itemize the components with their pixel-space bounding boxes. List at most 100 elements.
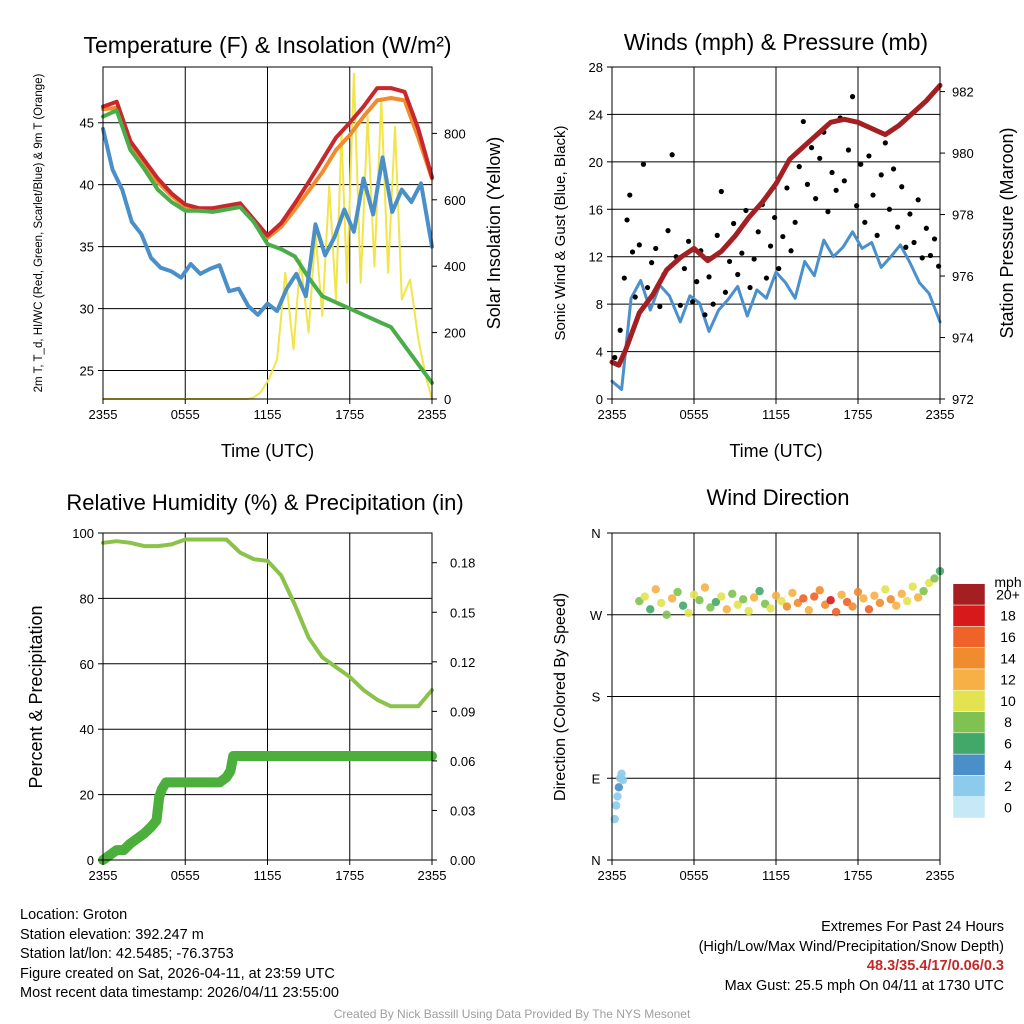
rh-ytick-right-label: 0.03 — [450, 803, 475, 818]
rh-xtick-label: 0555 — [171, 868, 200, 883]
colorbar-swatch — [952, 775, 986, 797]
temp-ytick-right-label: 800 — [444, 126, 466, 141]
wind-xtick-label: 2355 — [598, 407, 627, 422]
temp-series-insolation — [102, 72, 433, 400]
temp-series-dewpoint-t-d — [101, 108, 434, 385]
dir-point — [667, 594, 677, 603]
wind-xlabel: Time (UTC) — [729, 441, 822, 461]
temp-xtick-label: 2355 — [418, 407, 447, 422]
wind-gust-point — [653, 245, 659, 252]
wind-gust-point — [825, 209, 831, 215]
dir-point — [717, 592, 726, 601]
wind-gust-point — [890, 166, 897, 172]
dir-point — [810, 592, 819, 601]
wind-gust-point — [776, 265, 782, 272]
credit-line: Created By Nick Bassill Using Data Provi… — [333, 1007, 691, 1021]
dir-point — [700, 583, 710, 592]
dir-point — [695, 596, 704, 605]
wind-gust-point — [899, 184, 905, 190]
rh-ytick-right-label: 0.18 — [450, 556, 475, 571]
wind-gust-point — [808, 145, 815, 151]
dir-point — [706, 603, 715, 612]
rh-xtick-label: 2355 — [418, 868, 447, 883]
dir-ytick-label: N — [591, 853, 600, 868]
rh-ytick-right-label: 0.09 — [450, 704, 475, 719]
wind-series-sonic — [610, 230, 942, 391]
wind-gust-point — [677, 302, 683, 308]
dir-point — [777, 596, 786, 606]
wind-gust-point — [702, 312, 708, 318]
colorbar-swatch — [952, 689, 986, 712]
wind-gust-point — [726, 258, 733, 265]
temp-ytick-label: 40 — [80, 178, 94, 193]
wind-gust-point — [731, 220, 737, 227]
wind-gust-point — [632, 294, 638, 300]
rh-series-humidity — [101, 537, 434, 709]
wind-ytick-right-label: 972 — [952, 392, 974, 407]
station-location: Location: Groton — [20, 907, 128, 923]
wind-ylabel-left: Sonic Wind & Gust (Blue, Black) — [552, 125, 569, 340]
colorbar-swatch — [952, 626, 986, 648]
dir-ytick-label: E — [592, 771, 601, 786]
rh-xtick-label: 1155 — [254, 868, 282, 883]
colorbar-label: 20+ — [996, 586, 1020, 602]
rh-ytick-right-label: 0.00 — [450, 853, 475, 868]
dir-point — [651, 585, 660, 594]
dir-point — [782, 602, 792, 611]
dir-point — [913, 593, 923, 602]
dir-point — [673, 587, 682, 597]
dir-point — [897, 589, 906, 599]
wind-gust-point — [915, 197, 921, 203]
colorbar-label: 8 — [1004, 714, 1012, 730]
dir-ytick-label: W — [590, 608, 603, 623]
dir-point — [848, 602, 857, 611]
dir-point — [831, 607, 841, 617]
temp-xtick-label: 1155 — [254, 407, 282, 422]
wind-gust-point — [649, 260, 655, 266]
wind-gust-point — [923, 225, 929, 231]
colorbar-title: mph — [994, 574, 1021, 590]
wind-gust-point — [624, 217, 630, 223]
wind-ytick-right-label: 978 — [952, 208, 974, 223]
dir-point-early — [613, 792, 622, 801]
colorbar-swatch — [952, 732, 986, 755]
wind-gust-point — [813, 196, 819, 202]
temp-xtick-label: 2355 — [89, 407, 118, 422]
wind-gust-point — [849, 94, 856, 100]
wind-gust-point — [886, 206, 893, 212]
wind-ytick-label: 8 — [596, 297, 603, 312]
dir-point — [749, 593, 759, 602]
colorbar-label: 2 — [1004, 778, 1012, 794]
wind-gust-point — [829, 169, 835, 176]
colorbar-label: 16 — [1000, 629, 1016, 645]
wind-gust-point — [878, 172, 884, 178]
colorbar-swatch — [952, 604, 986, 627]
temp-title: Temperature (F) & Insolation (W/m²) — [83, 32, 451, 58]
colorbar-label: 14 — [1000, 650, 1016, 666]
dir-point — [881, 585, 890, 594]
wind-gust-point — [772, 214, 778, 221]
wind-series-pressure — [609, 82, 943, 368]
wind-gust-point — [796, 164, 802, 170]
temp-series-wind-chill — [101, 126, 434, 317]
dir-point — [826, 596, 835, 605]
rh-ytick-label: 80 — [80, 591, 94, 606]
dir-point-early — [610, 814, 619, 824]
dir-title: Wind Direction — [706, 485, 849, 510]
wind-ytick-right-label: 982 — [952, 85, 974, 100]
dir-point-early — [614, 783, 624, 792]
rh-ytick-label: 40 — [80, 722, 94, 737]
rh-series-precip — [98, 751, 437, 865]
dir-point — [903, 596, 912, 606]
temp-ytick-right-label: 0 — [444, 392, 451, 407]
wind-gust-point — [617, 327, 623, 333]
dir-point — [837, 590, 846, 599]
dir-xtick-label: 0555 — [680, 868, 709, 883]
wind-gust-point — [747, 284, 753, 291]
dir-point — [864, 605, 874, 614]
wind-gust-point — [694, 279, 700, 285]
temp-ylabel-right: Solar Insolation (Yellow) — [484, 137, 504, 329]
wind-gust-point — [780, 233, 786, 240]
dir-point — [853, 587, 863, 597]
station-elevation: Station elevation: 392.247 m — [20, 926, 204, 943]
